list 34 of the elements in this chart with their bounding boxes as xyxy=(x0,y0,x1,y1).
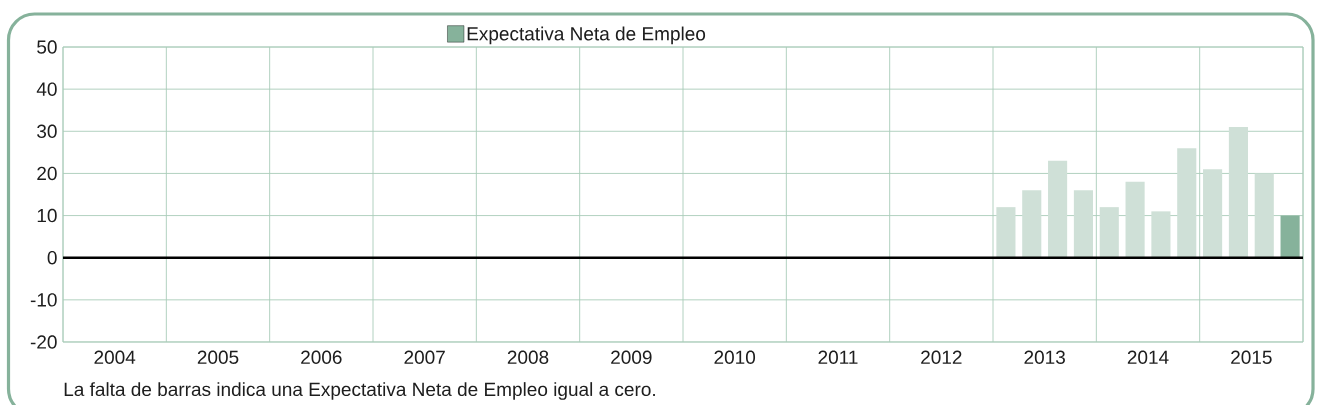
bar xyxy=(1073,190,1093,258)
bar xyxy=(1125,181,1145,258)
x-tick-label: 2006 xyxy=(301,350,342,364)
y-tick-label: -20 xyxy=(30,335,57,349)
x-tick-label: 2012 xyxy=(921,350,962,364)
legend-label: Expectativa Neta de Empleo xyxy=(467,26,706,45)
x-tick-label: 2008 xyxy=(507,350,549,364)
x-tick-label: 2015 xyxy=(1231,350,1272,364)
bar xyxy=(1177,148,1197,258)
y-tick-label: 40 xyxy=(36,82,57,96)
bar xyxy=(1048,160,1068,258)
bar xyxy=(1254,173,1274,258)
bar xyxy=(1228,127,1248,258)
y-tick-label: 50 xyxy=(37,40,57,54)
bar xyxy=(996,207,1016,258)
bar xyxy=(1022,190,1042,258)
y-tick-label: 0 xyxy=(47,250,57,265)
x-tick-label: 2014 xyxy=(1127,350,1169,364)
x-tick-label: 2013 xyxy=(1024,350,1065,364)
y-tick-label: 30 xyxy=(37,124,57,139)
x-tick-label: 2010 xyxy=(714,350,756,364)
bar xyxy=(1203,169,1223,258)
x-tick-label: 2005 xyxy=(197,350,239,364)
y-tick-label: -10 xyxy=(30,293,57,307)
bar xyxy=(1151,211,1171,258)
text: La falta de barras indica una Expectativa Neta de Empleo igual a cero. xyxy=(64,382,655,400)
x-tick-label: 2007 xyxy=(404,350,445,364)
bar xyxy=(1280,215,1300,258)
x-tick-label: 2011 xyxy=(818,350,858,364)
x-tick-label: 2009 xyxy=(611,350,652,364)
bar xyxy=(1099,207,1119,258)
x-tick-label: 2004 xyxy=(94,350,136,364)
y-tick-label: 20 xyxy=(37,166,57,181)
y-tick-label: 10 xyxy=(37,208,57,223)
